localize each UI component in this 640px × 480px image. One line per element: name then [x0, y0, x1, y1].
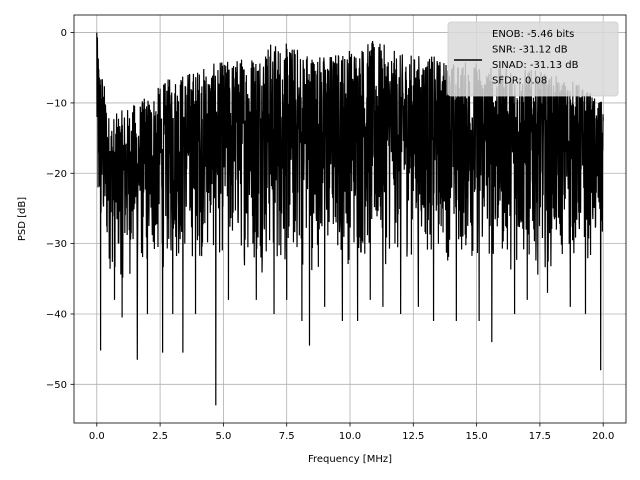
psd-series-line	[96, 32, 604, 406]
y-tick-label: −40	[46, 309, 67, 320]
y-tick-label: −20	[46, 169, 67, 180]
legend: ENOB: -5.46 bits SNR: -31.12 dB SINAD: -31…	[447, 21, 619, 97]
plot-area	[96, 32, 604, 406]
x-axis-ticks: 0.0 2.5 5.0 7.5 10.0 12.5 15.0 17.5 20.0	[89, 423, 614, 442]
x-tick-label: 10.0	[339, 431, 361, 442]
legend-entry-line: SNR: -31.12 dB	[492, 45, 568, 56]
x-tick-label: 20.0	[592, 431, 614, 442]
y-axis-ticks: 0 −10 −20 −30 −40 −50	[46, 28, 74, 391]
legend-entry-line: ENOB: -5.46 bits	[492, 29, 574, 40]
x-tick-label: 2.5	[152, 431, 168, 442]
x-tick-label: 17.5	[529, 431, 551, 442]
y-axis-label: PSD [dB]	[17, 197, 28, 241]
x-tick-label: 12.5	[402, 431, 424, 442]
x-axis-label: Frequency [MHz]	[308, 454, 392, 465]
legend-entry-line: SINAD: -31.13 dB	[492, 60, 579, 71]
x-tick-label: 0.0	[89, 431, 105, 442]
y-tick-label: −30	[46, 239, 67, 250]
y-tick-label: −50	[46, 380, 67, 391]
y-tick-label: 0	[61, 28, 67, 39]
x-tick-label: 7.5	[279, 431, 295, 442]
x-tick-label: 5.0	[215, 431, 231, 442]
y-tick-label: −10	[46, 98, 67, 109]
x-tick-label: 15.0	[465, 431, 487, 442]
legend-entry-line: SFDR: 0.08	[492, 76, 547, 87]
legend-box	[447, 21, 619, 97]
